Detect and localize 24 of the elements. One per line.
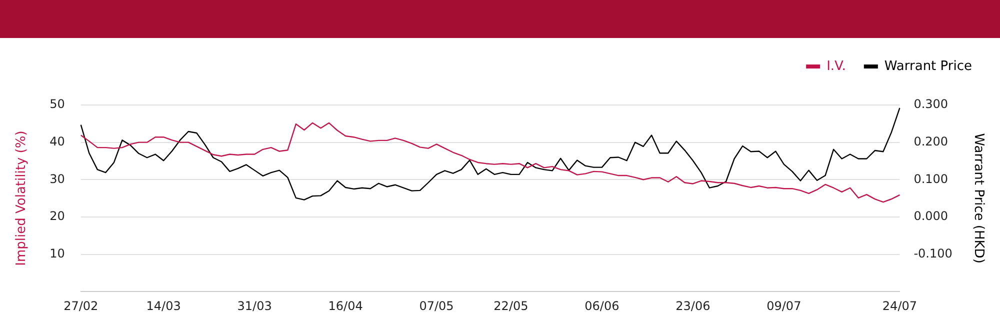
x-tick-label: 06/06: [584, 298, 620, 313]
y-tick-label: 20: [50, 209, 65, 224]
x-tick-label: 31/03: [237, 298, 272, 313]
y2-tick-label: 0.000: [914, 209, 948, 224]
y2-tick-label: 0.300: [914, 97, 948, 112]
x-tick-label: 23/06: [676, 298, 710, 313]
y-tick-label: 30: [50, 172, 65, 186]
y2-tick-label: 0.200: [914, 134, 948, 148]
y-axis-title: Implied Volatility (%): [14, 130, 30, 266]
x-tick-label: 22/05: [494, 298, 528, 313]
x-tick-label: 07/05: [419, 298, 454, 313]
y-tick-label: 50: [50, 97, 65, 112]
x-tick-label: 24/07: [882, 298, 918, 313]
y2-tick-label: 0.100: [914, 172, 948, 186]
x-tick-label: 09/07: [766, 298, 802, 313]
y2-axis-title: Warrant Price (HKD): [970, 133, 986, 264]
y-tick-label: 10: [50, 246, 65, 260]
legend-label: Warrant Price: [884, 58, 972, 74]
y-tick-label: 40: [50, 134, 65, 148]
x-tick-label: 27/02: [64, 298, 98, 313]
legend-label: I.V.: [826, 58, 846, 74]
y2-tick-label: -0.100: [914, 246, 952, 260]
x-tick-label: 16/04: [328, 298, 363, 313]
x-tick-label: 14/03: [146, 298, 181, 313]
